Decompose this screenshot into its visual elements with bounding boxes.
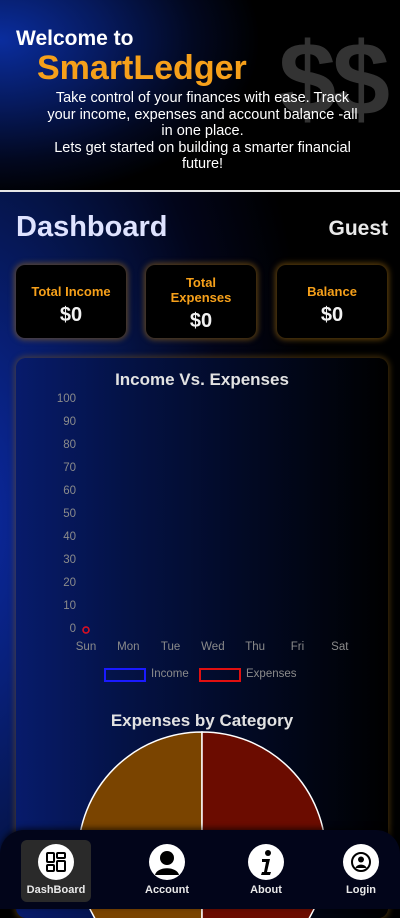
nav-dashboard[interactable]: DashBoard [21,840,91,902]
card-label: Total Income [31,284,111,299]
line-chart [82,626,90,634]
user-name: Guest [328,217,388,240]
y-tick-label: 20 [63,577,76,589]
y-tick-label: 90 [63,416,76,428]
legend-expenses-label[interactable]: Expenses [246,668,297,680]
bottom-navigation: DashBoard Account About Login [0,830,400,909]
welcome-hero: $$ Welcome to SmartLedger Take control o… [0,0,400,192]
x-tick-label: Fri [290,641,305,653]
info-icon [248,844,284,880]
page-title: Dashboard [16,211,168,243]
nav-label: Login [346,884,376,896]
card-label: Total Expenses [170,275,232,305]
tagline-line-1: Take control of your finances with ease.… [47,90,358,139]
x-tick-label: Thu [245,641,266,653]
login-user-icon [343,844,379,880]
y-tick-label: 30 [63,554,76,566]
y-tick-label: 80 [63,439,76,451]
x-tick-label: Wed [201,641,225,653]
nav-login[interactable]: Login [326,840,396,902]
hero-tagline: Take control of your finances with ease.… [40,90,365,173]
legend-income-swatch[interactable] [104,668,146,682]
y-tick-label: 100 [56,393,76,405]
balance-card: Balance $0 [277,265,387,338]
card-value: $0 [59,304,83,326]
total-income-card: Total Income $0 [16,265,126,338]
card-value: $0 [320,304,344,326]
x-tick-label: Sat [331,641,349,653]
nav-about[interactable]: About [231,840,301,902]
legend-income-label[interactable]: Income [151,668,189,680]
x-tick-label: Tue [160,641,181,653]
y-tick-label: 70 [63,462,76,474]
brand-name: SmartLedger [37,49,247,87]
dollar-watermark: $$ [278,22,390,138]
nav-account[interactable]: Account [132,840,202,902]
nav-label: About [250,884,282,896]
y-tick-label: 10 [63,600,76,612]
card-label: Balance [307,284,357,299]
nav-label: Account [145,884,189,896]
total-expenses-card: Total Expenses $0 [146,265,256,338]
card-value: $0 [189,310,213,332]
dashboard-grid-icon [38,844,74,880]
x-tick-label: Mon [117,641,140,653]
x-tick-label: Sun [75,641,97,653]
user-icon [149,844,185,880]
tagline-line-2: Lets get started on building a smarter f… [54,139,351,173]
y-tick-label: 40 [63,531,76,543]
y-tick-label: 60 [63,485,76,497]
nav-label: DashBoard [26,884,86,896]
y-tick-label: 50 [63,508,76,520]
y-tick-label: 0 [69,623,76,635]
welcome-text: Welcome to [16,27,134,50]
pie-chart-title: Expenses by Category [110,711,294,730]
line-chart-title: Income Vs. Expenses [115,370,289,389]
legend-expenses-swatch[interactable] [199,668,241,682]
data-point-expenses[interactable] [82,626,90,634]
